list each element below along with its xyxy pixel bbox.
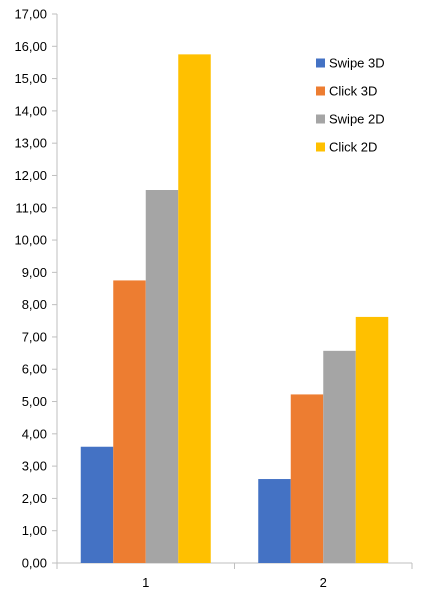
y-tick-label: 10,00 bbox=[14, 233, 47, 248]
y-tick-label: 11,00 bbox=[15, 200, 47, 215]
y-tick-label: 5,00 bbox=[22, 394, 47, 409]
legend-label: Click 2D bbox=[329, 140, 377, 155]
y-tick-label: 12,00 bbox=[14, 168, 47, 183]
y-tick-label: 9,00 bbox=[22, 265, 47, 280]
y-tick-label: 3,00 bbox=[22, 459, 47, 474]
x-tick-label: 2 bbox=[320, 575, 327, 590]
bar-swipe-2d-2 bbox=[323, 350, 356, 563]
legend: Swipe 3D Click 3D Swipe 2D Click 2D bbox=[316, 56, 385, 155]
y-tick-label: 0,00 bbox=[22, 556, 47, 571]
legend-swatch bbox=[316, 86, 325, 96]
bar-swipe-3d-2 bbox=[258, 479, 291, 563]
bar-swipe-2d-1 bbox=[145, 190, 179, 564]
bar-click-3d-1 bbox=[113, 280, 146, 563]
bar-click-3d-2 bbox=[290, 394, 324, 563]
bars bbox=[80, 54, 389, 564]
y-tick-label: 13,00 bbox=[14, 136, 47, 151]
legend-swatch bbox=[316, 114, 325, 124]
y-tick-label: 7,00 bbox=[22, 329, 47, 344]
bar-click-2d-1 bbox=[178, 54, 211, 563]
legend-swatch bbox=[316, 58, 325, 68]
y-tick-label: 4,00 bbox=[22, 426, 47, 441]
y-tick-label: 17,00 bbox=[14, 7, 47, 22]
y-tick-label: 16,00 bbox=[14, 39, 47, 54]
y-tick-label: 15,00 bbox=[14, 71, 47, 86]
legend-label: Swipe 3D bbox=[329, 56, 385, 71]
y-tick-label: 6,00 bbox=[22, 362, 47, 377]
legend-swatch bbox=[316, 142, 325, 152]
legend-label: Click 3D bbox=[329, 84, 377, 99]
x-tick-label: 1 bbox=[142, 575, 149, 590]
bar-click-2d-2 bbox=[355, 316, 389, 563]
legend-label: Swipe 2D bbox=[329, 112, 385, 127]
y-tick-label: 14,00 bbox=[14, 103, 47, 118]
y-tick-label: 8,00 bbox=[22, 297, 47, 312]
y-tick-label: 2,00 bbox=[22, 491, 47, 506]
y-axis: 0,00 1,00 2,00 3,00 4,00 5,00 6,00 7,00 8,00 9,00… bbox=[14, 7, 58, 571]
bar-swipe-3d-1 bbox=[80, 446, 114, 563]
y-tick-label: 1,00 bbox=[22, 523, 47, 538]
